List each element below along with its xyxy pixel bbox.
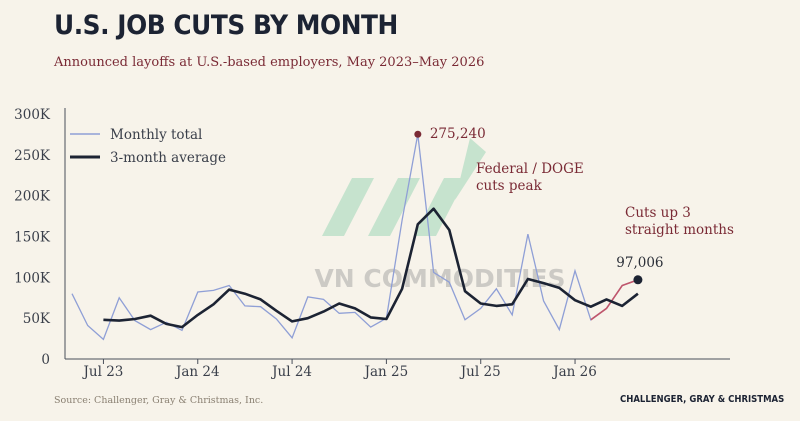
watermark-logo: [322, 138, 486, 236]
chart-subtitle: Announced layoffs at U.S.-based employer…: [54, 55, 485, 70]
series-line-3-month-average: [103, 207, 639, 329]
x-tick-label: Jul 25: [459, 364, 501, 380]
watermark-stripe-1: [322, 178, 374, 236]
y-tick-label: 0: [41, 352, 50, 368]
annotation-doge-line: cuts peak: [476, 178, 543, 194]
annotation-cuts-up-line: Cuts up 3: [625, 205, 691, 221]
latest-marker: [633, 275, 643, 285]
annotation-doge-line: Federal / DOGE: [476, 161, 584, 177]
annotation-doge: Federal / DOGE cuts peak: [476, 161, 584, 194]
annotation-cuts-up: Cuts up 3 straight months: [625, 205, 734, 238]
series-line-monthly-total: [71, 134, 639, 341]
y-tick-label: 200K: [14, 189, 51, 205]
x-tick-label: Jul 24: [270, 364, 312, 380]
source-note: Source: Challenger, Gray & Christmas, In…: [54, 395, 264, 406]
peak-value-label: 275,240: [430, 126, 486, 142]
peak-marker: [414, 130, 422, 138]
y-tick-label: 150K: [14, 230, 51, 246]
watermark-stripe-3: [414, 178, 466, 236]
y-tick-label: 100K: [14, 270, 51, 286]
legend-label-average: 3-month average: [110, 150, 226, 166]
brand-label: CHALLENGER, GRAY & CHRISTMAS: [619, 394, 784, 405]
annotation-cuts-up-line: straight months: [625, 222, 734, 238]
watermark-stripe-2: [368, 178, 420, 236]
x-tick-label: Jul 23: [81, 364, 123, 380]
y-tick-label: 50K: [23, 311, 51, 327]
y-tick-label: 250K: [14, 148, 51, 164]
chart-title: U.S. JOB CUTS BY MONTH: [54, 10, 398, 41]
latest-value-label: 97,006: [616, 255, 663, 271]
x-tick-label: Jan 25: [363, 364, 409, 380]
x-tick-label: Jan 26: [551, 364, 597, 380]
watermark-arrow-head: [455, 138, 486, 200]
x-tick-label: Jan 24: [174, 364, 220, 380]
legend-label-monthly: Monthly total: [110, 127, 202, 143]
y-tick-label: 300K: [14, 107, 51, 123]
series-line-recent-highlight: [590, 279, 639, 321]
